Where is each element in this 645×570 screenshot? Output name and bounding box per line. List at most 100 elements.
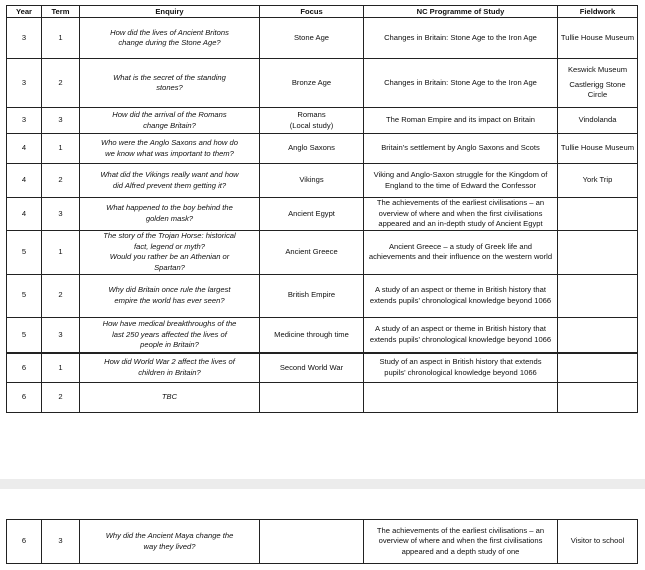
nc-cell bbox=[363, 381, 558, 413]
focus-cell: Bronze Age bbox=[259, 58, 364, 108]
focus-text: Ancient Greece bbox=[285, 246, 338, 256]
nc-text: A study of an aspect or theme in British… bbox=[369, 285, 552, 305]
year-cell: 5 bbox=[6, 273, 42, 318]
year-cell: 4 bbox=[6, 163, 42, 198]
header-term: Term bbox=[41, 5, 80, 18]
table-row: 5 3 How have medical breakthroughs of the … bbox=[6, 316, 638, 354]
term-cell: 1 bbox=[41, 352, 80, 383]
enquiry-cell: The story of the Trojan Horse: historica… bbox=[79, 229, 260, 275]
enquiry-text: Who were the Anglo Saxons and how do we … bbox=[101, 138, 238, 158]
focus-text: Medicine through time bbox=[274, 329, 349, 339]
year-cell: 4 bbox=[6, 197, 42, 231]
table-row: 4 1 Who were the Anglo Saxons and how do w… bbox=[6, 133, 638, 164]
focus-text: British Empire bbox=[287, 290, 336, 300]
focus-cell: Anglo Saxons bbox=[259, 133, 364, 164]
focus-text: Ancient Egypt bbox=[288, 208, 335, 218]
focus-text: Anglo Saxons bbox=[288, 143, 335, 153]
nc-text: Viking and Anglo-Saxon struggle for the … bbox=[373, 170, 548, 190]
focus-cell: Medicine through time bbox=[259, 316, 364, 354]
enquiry-text: The story of the Trojan Horse: historica… bbox=[103, 231, 236, 251]
fieldwork-cell: Vindolanda bbox=[557, 107, 638, 134]
nc-cell: The achievements of the earliest civilis… bbox=[363, 519, 558, 564]
fieldwork-text: Vindolanda bbox=[578, 115, 617, 125]
nc-text: The achievements of the earliest civilis… bbox=[376, 198, 545, 228]
term-cell: 1 bbox=[41, 17, 80, 59]
year-text: 4 bbox=[21, 208, 27, 218]
fieldwork-cell bbox=[557, 381, 638, 413]
nc-cell: Viking and Anglo-Saxon struggle for the … bbox=[363, 163, 558, 198]
year-cell: 3 bbox=[6, 107, 42, 134]
year-text: 6 bbox=[21, 391, 27, 401]
focus-text: Romans bbox=[297, 110, 326, 119]
header-nc: NC Programme of Study bbox=[363, 5, 558, 18]
enquiry-text: How did World War 2 affect the lives of … bbox=[104, 357, 235, 377]
nc-cell: Britain’s settlement by Anglo Saxons and… bbox=[363, 133, 558, 164]
year-text: 6 bbox=[21, 362, 27, 372]
enquiry-text: Why did Britain once rule the largest em… bbox=[108, 285, 231, 305]
term-text: 1 bbox=[58, 143, 63, 153]
enquiry-cell: How did the lives of Ancient Britons cha… bbox=[79, 17, 260, 59]
nc-text: A study of an aspect or theme in British… bbox=[369, 324, 552, 344]
year-cell: 5 bbox=[6, 229, 42, 275]
enquiry-cell: How did the arrival of the Romans change… bbox=[79, 107, 260, 134]
term-text: 2 bbox=[58, 175, 63, 185]
nc-text: Britain’s settlement by Anglo Saxons and… bbox=[381, 143, 540, 153]
focus-cell bbox=[259, 519, 364, 564]
curriculum-table: Year Term Enquiry Focus NC Programme of … bbox=[6, 5, 638, 413]
table-row: 3 3 How did the arrival of the Romans chan… bbox=[6, 107, 638, 134]
enquiry-text: How did the lives of Ancient Britons cha… bbox=[110, 27, 229, 48]
term-text: 1 bbox=[58, 362, 63, 372]
nc-cell: Ancient Greece – a study of Greek life a… bbox=[363, 229, 558, 275]
term-text: 2 bbox=[58, 290, 63, 300]
focus-cell: Stone Age bbox=[259, 17, 364, 59]
nc-text: Changes in Britain: Stone Age to the Iro… bbox=[384, 77, 537, 87]
nc-cell: The achievements of the earliest civilis… bbox=[363, 197, 558, 231]
table-row: 5 1 The story of the Trojan Horse: histori… bbox=[6, 229, 638, 275]
focus-cell: Vikings bbox=[259, 163, 364, 198]
table-row: 6 3 Why did the Ancient Maya change the … bbox=[6, 519, 638, 564]
year-text: 5 bbox=[21, 290, 27, 300]
header-year: Year bbox=[6, 5, 42, 18]
fieldwork-cell: York Trip bbox=[557, 163, 638, 198]
enquiry-cell: TBC bbox=[79, 381, 260, 413]
fieldwork-text-2: Castlerigg Stone Circle bbox=[569, 79, 626, 100]
term-cell: 3 bbox=[41, 519, 80, 564]
year-cell: 6 bbox=[6, 519, 42, 564]
fieldwork-cell: Tullie House Museum bbox=[557, 17, 638, 59]
nc-cell: Changes in Britain: Stone Age to the Iro… bbox=[363, 17, 558, 59]
table-row: 4 2 What did the Vikings really want and h… bbox=[6, 163, 638, 198]
focus-cell: Second World War bbox=[259, 352, 364, 383]
enquiry-cell: Who were the Anglo Saxons and how do we … bbox=[79, 133, 260, 164]
focus-cell: Romans (Local study) bbox=[259, 107, 364, 134]
enquiry-text: How have medical breakthroughs of the la… bbox=[102, 319, 237, 349]
term-text: 1 bbox=[58, 246, 63, 256]
year-text: 3 bbox=[21, 115, 27, 125]
nc-text: Changes in Britain: Stone Age to the Iro… bbox=[384, 32, 537, 42]
page-break-band bbox=[0, 479, 645, 489]
enquiry-text-2: Would you rather be an Athenian or Spart… bbox=[109, 252, 230, 272]
year-cell: 6 bbox=[6, 381, 42, 413]
year-cell: 6 bbox=[6, 352, 42, 383]
term-text: 3 bbox=[58, 329, 63, 339]
term-text: 3 bbox=[58, 208, 63, 218]
fieldwork-cell: Keswick Museum Castlerigg Stone Circle bbox=[557, 58, 638, 108]
focus-text: Second World War bbox=[279, 362, 344, 372]
fieldwork-cell bbox=[557, 316, 638, 354]
enquiry-cell: What happened to the boy behind the gold… bbox=[79, 197, 260, 231]
year-text: 3 bbox=[21, 77, 27, 87]
year-cell: 5 bbox=[6, 316, 42, 354]
nc-cell: A study of an aspect or theme in British… bbox=[363, 316, 558, 354]
enquiry-text: What is the secret of the standing stone… bbox=[113, 72, 226, 93]
fieldwork-cell: Tullie House Museum bbox=[557, 133, 638, 164]
focus-cell: British Empire bbox=[259, 273, 364, 318]
header-fieldwork: Fieldwork bbox=[557, 5, 638, 18]
header-row: Year Term Enquiry Focus NC Programme of … bbox=[6, 5, 638, 18]
fieldwork-text: York Trip bbox=[582, 175, 613, 185]
term-cell: 3 bbox=[41, 197, 80, 231]
fieldwork-cell bbox=[557, 229, 638, 275]
enquiry-cell: What did the Vikings really want and how… bbox=[79, 163, 260, 198]
term-cell: 3 bbox=[41, 107, 80, 134]
enquiry-cell: How did World War 2 affect the lives of … bbox=[79, 352, 260, 383]
nc-cell: Study of an aspect in British history th… bbox=[363, 352, 558, 383]
term-cell: 1 bbox=[41, 229, 80, 275]
